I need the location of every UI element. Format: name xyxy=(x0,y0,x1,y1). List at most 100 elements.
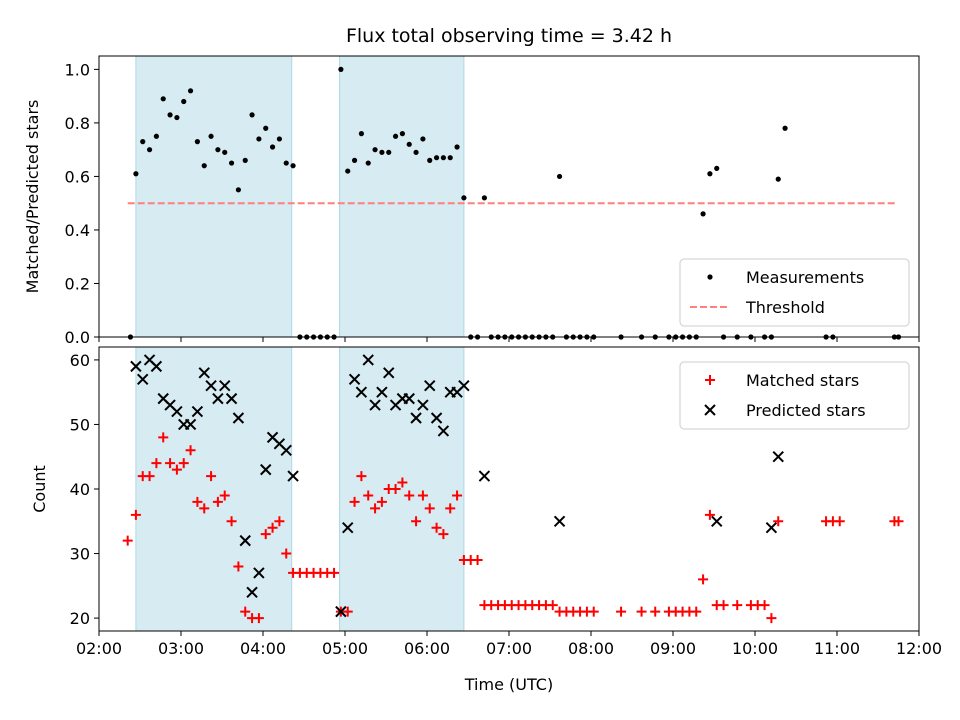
data-point-matched-stars xyxy=(588,606,599,617)
y-tick-label: 50 xyxy=(70,415,90,434)
legend-label: Predicted stars xyxy=(746,401,866,420)
data-point-measurements xyxy=(256,136,262,142)
data-point-matched-stars xyxy=(240,606,251,617)
legend-marker xyxy=(705,375,715,385)
data-point-predicted-stars xyxy=(184,418,197,431)
data-point-measurements xyxy=(235,187,241,193)
y-axis-label: Matched/Predicted stars xyxy=(23,100,42,294)
data-point-predicted-stars xyxy=(150,360,163,373)
data-point-predicted-stars xyxy=(478,470,491,482)
legend: Measurements Threshold xyxy=(679,258,910,327)
data-point-predicted-stars xyxy=(287,470,299,482)
data-point-measurements xyxy=(700,211,706,217)
data-point-matched-stars xyxy=(452,490,463,501)
data-point-measurements xyxy=(167,112,173,118)
data-point-predicted-stars xyxy=(348,373,361,385)
data-point-matched-stars xyxy=(349,496,360,507)
y-tick-label: 0.0 xyxy=(65,328,90,347)
x-tick-label: 02:00 xyxy=(76,639,122,658)
legend: Matched stars Predicted stars xyxy=(679,361,910,430)
data-point-matched-stars xyxy=(404,490,415,501)
y-tick-label: 30 xyxy=(70,545,90,564)
observing-window-2 xyxy=(339,55,465,338)
data-point-matched-stars xyxy=(732,600,743,611)
data-point-measurements xyxy=(481,195,487,201)
data-point-matched-stars xyxy=(411,516,422,527)
data-point-measurements xyxy=(714,165,720,171)
data-point-matched-stars xyxy=(417,490,428,501)
y-tick-label: 20 xyxy=(70,609,90,628)
data-point-measurements xyxy=(208,133,214,139)
data-point-matched-stars xyxy=(329,567,340,578)
panel-2: 02:00 03:00 04:00 05:00 06:00 07:00 08:00 09:00… xyxy=(30,346,942,694)
data-point-matched-stars xyxy=(281,548,292,559)
legend-label: Matched stars xyxy=(746,371,859,390)
data-point-matched-stars xyxy=(226,516,237,527)
data-point-matched-stars xyxy=(718,600,729,611)
data-point-predicted-stars xyxy=(772,451,784,463)
data-point-matched-stars xyxy=(445,503,456,514)
data-point-measurements xyxy=(379,149,385,155)
data-point-matched-stars xyxy=(691,606,702,617)
data-point-measurements xyxy=(433,155,440,161)
x-axis-label: Time (UTC) xyxy=(464,675,553,694)
data-point-matched-stars xyxy=(766,613,777,624)
data-point-predicted-stars xyxy=(205,380,217,392)
data-point-matched-stars xyxy=(431,522,442,533)
data-point-matched-stars xyxy=(397,477,408,488)
data-point-matched-stars xyxy=(472,555,483,565)
data-point-measurements xyxy=(447,155,453,161)
data-point-measurements xyxy=(263,125,269,131)
data-point-measurements xyxy=(249,112,255,118)
data-point-measurements xyxy=(242,157,248,163)
x-tick-label: 12:00 xyxy=(896,639,942,658)
chart-title: Flux total observing time = 3.42 h xyxy=(346,25,672,47)
data-point-matched-stars xyxy=(370,503,381,514)
data-point-matched-stars xyxy=(650,606,661,617)
data-point-matched-stars xyxy=(698,574,709,585)
x-tick-label: 09:00 xyxy=(650,639,696,658)
data-point-measurements xyxy=(392,133,399,139)
x-tick-label: 06:00 xyxy=(404,639,450,658)
data-point-measurements xyxy=(153,133,159,139)
legend-marker xyxy=(704,404,716,416)
data-point-predicted-stars xyxy=(355,386,368,398)
data-point-predicted-stars xyxy=(424,380,436,392)
data-point-matched-stars xyxy=(158,432,169,443)
data-point-matched-stars xyxy=(438,529,449,540)
data-point-measurements xyxy=(345,168,351,174)
data-point-measurements xyxy=(181,98,187,105)
y-axis-label: Count xyxy=(30,465,49,513)
data-point-measurements xyxy=(358,131,364,137)
data-point-matched-stars xyxy=(636,606,647,617)
data-point-matched-stars xyxy=(893,516,904,527)
y-tick-label: 60 xyxy=(70,351,90,370)
y-tick-label: 0.8 xyxy=(65,114,90,133)
data-point-matched-stars xyxy=(171,464,182,475)
data-point-measurements xyxy=(215,147,221,153)
data-point-predicted-stars xyxy=(198,367,210,379)
data-point-matched-stars xyxy=(233,561,244,572)
x-tick-label: 04:00 xyxy=(240,639,286,658)
data-point-predicted-stars xyxy=(430,412,443,424)
data-point-measurements xyxy=(222,149,228,155)
legend-label: Threshold xyxy=(745,298,825,317)
data-point-matched-stars xyxy=(342,606,353,617)
data-point-measurements xyxy=(351,157,358,163)
data-point-predicted-stars xyxy=(458,380,470,392)
data-point-measurements xyxy=(174,114,180,121)
data-point-matched-stars xyxy=(616,606,627,617)
data-point-measurements xyxy=(461,195,467,201)
panel-1: 0.0 0.2 0.4 0.6 0.8 1.0 Matched/Predicted star… xyxy=(23,25,920,347)
data-point-measurements xyxy=(201,163,207,169)
data-point-predicted-stars xyxy=(239,534,251,547)
data-point-predicted-stars xyxy=(335,605,347,618)
y-tick-label: 0.2 xyxy=(65,274,90,293)
data-point-measurements xyxy=(440,155,446,161)
data-point-matched-stars xyxy=(356,471,367,482)
data-point-matched-stars xyxy=(165,458,176,469)
data-point-measurements xyxy=(269,144,276,150)
x-tick-label: 07:00 xyxy=(486,639,532,658)
data-point-measurements xyxy=(386,149,392,155)
